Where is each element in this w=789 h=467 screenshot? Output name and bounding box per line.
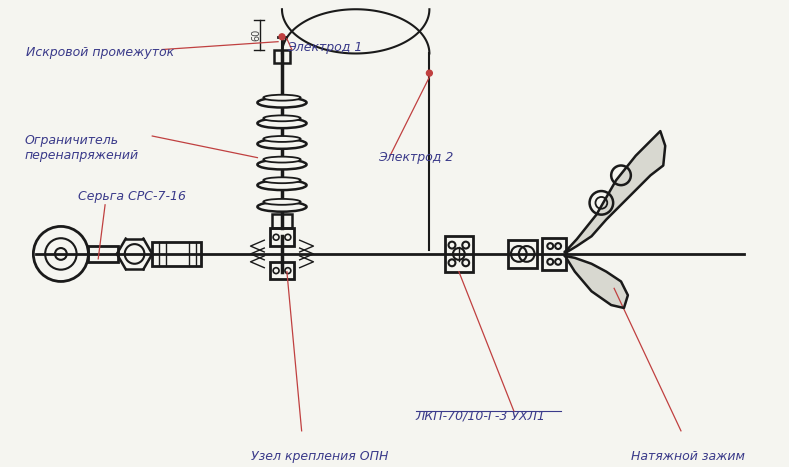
Text: Электрод 1: Электрод 1 xyxy=(287,41,362,54)
Ellipse shape xyxy=(257,180,307,190)
Text: Искровой промежуток: Искровой промежуток xyxy=(27,46,174,59)
Text: Натяжной зажим: Натяжной зажим xyxy=(631,451,745,463)
Bar xyxy=(270,228,294,246)
Ellipse shape xyxy=(264,136,301,142)
Ellipse shape xyxy=(257,160,307,170)
Circle shape xyxy=(279,34,285,40)
Bar xyxy=(88,246,118,262)
Text: Ограничитель
перенапряжений: Ограничитель перенапряжений xyxy=(24,134,139,162)
Text: Узел крепления ОПН: Узел крепления ОПН xyxy=(251,451,388,463)
Ellipse shape xyxy=(264,199,301,205)
Ellipse shape xyxy=(264,177,301,183)
Text: 60: 60 xyxy=(252,28,261,41)
Text: Электрод 2: Электрод 2 xyxy=(378,151,454,164)
Bar xyxy=(445,236,473,272)
Bar xyxy=(272,214,292,228)
Ellipse shape xyxy=(264,156,301,163)
Text: Серьга СРС-7-16: Серьга СРС-7-16 xyxy=(77,190,185,203)
Ellipse shape xyxy=(257,139,307,149)
Bar xyxy=(152,242,201,266)
Bar xyxy=(274,50,290,64)
Ellipse shape xyxy=(257,202,307,212)
Circle shape xyxy=(426,70,432,76)
Ellipse shape xyxy=(257,118,307,128)
Polygon shape xyxy=(565,131,665,252)
Bar xyxy=(508,240,537,268)
Ellipse shape xyxy=(264,95,301,101)
Polygon shape xyxy=(565,256,628,308)
Ellipse shape xyxy=(257,98,307,107)
Ellipse shape xyxy=(264,115,301,121)
Bar xyxy=(270,262,294,279)
Bar xyxy=(542,238,566,269)
Text: ЛКП-70/10-Г-3 УХЛ1: ЛКП-70/10-Г-3 УХЛ1 xyxy=(416,410,546,423)
